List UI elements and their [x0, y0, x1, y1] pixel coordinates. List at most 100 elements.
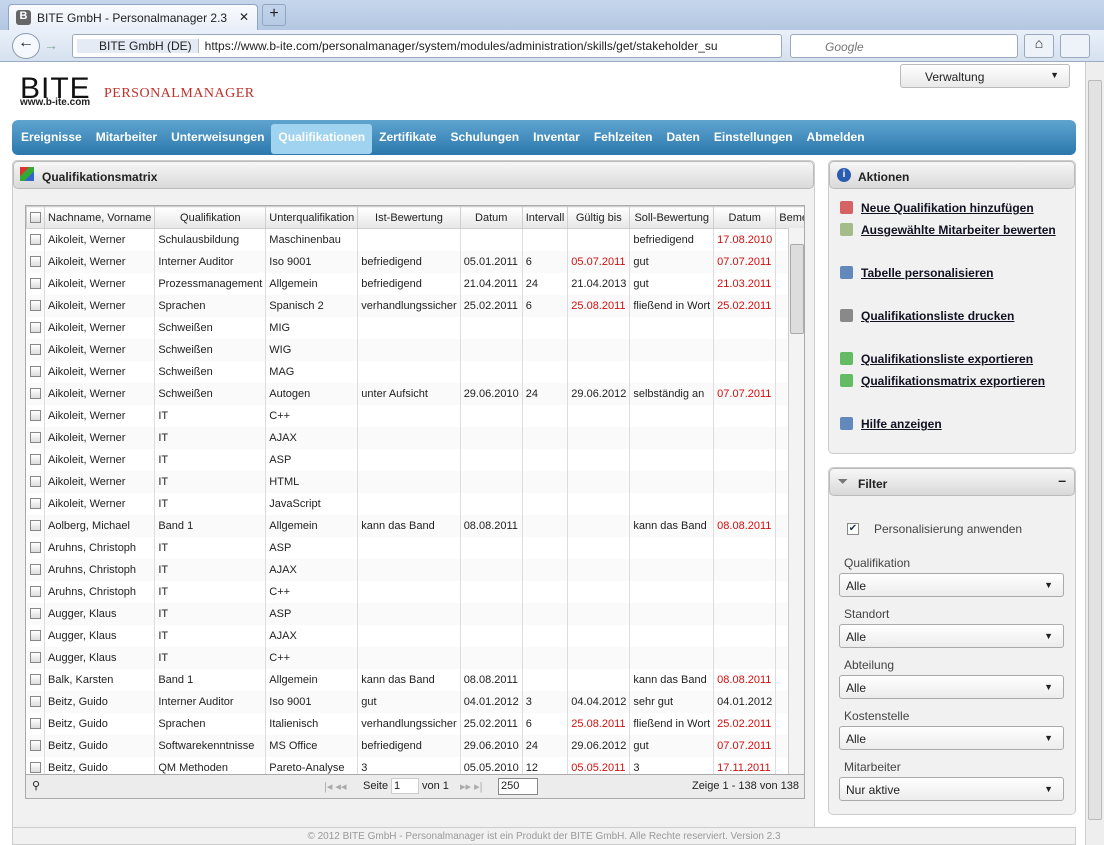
- row-checkbox[interactable]: [26, 470, 45, 493]
- row-checkbox[interactable]: [26, 404, 45, 427]
- row-checkbox[interactable]: [26, 228, 45, 251]
- table-row[interactable]: Aikoleit, Werner Schweißen WIG: [26, 338, 804, 361]
- table-row[interactable]: Aikoleit, Werner Interner Auditor Iso 9001…: [26, 250, 804, 273]
- search-icon[interactable]: ⚲: [32, 780, 41, 792]
- search-box[interactable]: Google: [790, 34, 1018, 58]
- table-row[interactable]: Aikoleit, Werner IT JavaScript: [26, 492, 804, 515]
- column-header[interactable]: Nachname, Vorname: [43, 206, 156, 229]
- personalize-checkbox[interactable]: ✔: [847, 523, 859, 535]
- table-row[interactable]: Aikoleit, Werner IT C++: [26, 404, 804, 427]
- table-row[interactable]: Aikoleit, Werner Schulausbildung Maschinen…: [26, 228, 804, 251]
- table-row[interactable]: Aruhns, Christoph IT ASP: [26, 536, 804, 559]
- row-checkbox[interactable]: [26, 294, 45, 317]
- page-scrollbar[interactable]: [1085, 62, 1104, 845]
- row-checkbox[interactable]: [26, 492, 45, 515]
- action-link[interactable]: Qualifikationsmatrix exportieren: [861, 374, 1046, 388]
- row-checkbox[interactable]: [26, 668, 45, 691]
- row-checkbox[interactable]: [26, 558, 45, 581]
- table-row[interactable]: Aruhns, Christoph IT AJAX: [26, 558, 804, 581]
- row-checkbox[interactable]: [26, 624, 45, 647]
- filter-select[interactable]: Alle ▼: [839, 573, 1064, 597]
- table-row[interactable]: Augger, Klaus IT ASP: [26, 602, 804, 625]
- table-row[interactable]: Aikoleit, Werner Schweißen MIG: [26, 316, 804, 339]
- row-checkbox[interactable]: [26, 382, 45, 405]
- nav-item[interactable]: Schulungen: [450, 130, 520, 144]
- table-row[interactable]: Augger, Klaus IT AJAX: [26, 624, 804, 647]
- row-checkbox[interactable]: [26, 426, 45, 449]
- row-checkbox[interactable]: [26, 712, 45, 735]
- user-menu[interactable]: Verwaltung ▼: [900, 64, 1070, 88]
- table-row[interactable]: Beitz, Guido QM Methoden Pareto-Analyse 3 05…: [26, 756, 804, 774]
- table-row[interactable]: Aikoleit, Werner Sprachen Spanisch 2 verhan…: [26, 294, 804, 317]
- column-header[interactable]: Qualifikation: [154, 206, 267, 229]
- tab-close[interactable]: ✕: [238, 10, 249, 24]
- nav-item[interactable]: Einstellungen: [713, 130, 793, 144]
- action-link[interactable]: Tabelle personalisieren: [861, 266, 994, 280]
- page-input[interactable]: 1: [391, 778, 419, 794]
- action-link[interactable]: Qualifikationsliste drucken: [861, 309, 1015, 323]
- action-link[interactable]: Hilfe anzeigen: [861, 417, 942, 431]
- row-checkbox[interactable]: [26, 338, 45, 361]
- grid-scrollbar[interactable]: [788, 228, 804, 774]
- table-row[interactable]: Beitz, Guido Interner Auditor Iso 9001 gut 0…: [26, 690, 804, 713]
- column-header[interactable]: Bemerkung: [775, 206, 804, 229]
- filter-select[interactable]: Alle ▼: [839, 624, 1064, 648]
- filter-select[interactable]: Alle ▼: [839, 726, 1064, 750]
- select-all[interactable]: [26, 206, 45, 229]
- nav-item[interactable]: Ereignisse: [21, 130, 82, 144]
- site-identity[interactable]: BITE GmbH (DE): [77, 39, 199, 53]
- row-checkbox[interactable]: [26, 272, 45, 295]
- filter-select[interactable]: Alle ▼: [839, 675, 1064, 699]
- table-row[interactable]: Beitz, Guido Softwarekenntnisse MS Office b…: [26, 734, 804, 757]
- table-row[interactable]: Aruhns, Christoph IT C++: [26, 580, 804, 603]
- nav-item[interactable]: Qualifikationen: [271, 124, 373, 154]
- column-header[interactable]: Datum: [459, 206, 523, 229]
- table-row[interactable]: Aikoleit, Werner IT ASP: [26, 448, 804, 471]
- collapse[interactable]: –: [1058, 472, 1066, 488]
- column-header[interactable]: Unterqualifikation: [265, 206, 359, 229]
- action-link[interactable]: Qualifikationsliste exportieren: [861, 352, 1034, 366]
- back-button[interactable]: ←: [12, 33, 40, 59]
- row-checkbox[interactable]: [26, 646, 45, 669]
- column-header[interactable]: Gültig bis: [567, 206, 631, 229]
- column-header[interactable]: Datum: [713, 206, 777, 229]
- table-row[interactable]: Aikoleit, Werner IT HTML: [26, 470, 804, 493]
- table-row[interactable]: Aikoleit, Werner Prozessmanagement Allgeme…: [26, 272, 804, 295]
- filter-select[interactable]: Nur aktive ▼: [839, 777, 1064, 801]
- row-checkbox[interactable]: [26, 536, 45, 559]
- nav-item[interactable]: Zertifikate: [379, 130, 437, 144]
- row-checkbox[interactable]: [26, 316, 45, 339]
- action-link[interactable]: Ausgewählte Mitarbeiter bewerten: [861, 223, 1056, 237]
- row-checkbox[interactable]: [26, 250, 45, 273]
- url-bar[interactable]: BITE GmbH (DE) https://www.b-ite.com/pers…: [72, 34, 782, 58]
- tab[interactable]: B BITE GmbH - Personalmanager 2.3 ✕: [8, 4, 258, 30]
- forward-button[interactable]: →: [44, 37, 58, 53]
- column-header[interactable]: Intervall: [521, 206, 569, 229]
- row-checkbox[interactable]: [26, 580, 45, 603]
- nav-item[interactable]: Abmelden: [806, 130, 865, 144]
- row-checkbox[interactable]: [26, 514, 45, 537]
- table-row[interactable]: Aikoleit, Werner Schweißen MAG: [26, 360, 804, 383]
- table-row[interactable]: Aikoleit, Werner Schweißen Autogen unter Au…: [26, 382, 804, 405]
- table-row[interactable]: Beitz, Guido Sprachen Italienisch verhandlu…: [26, 712, 804, 735]
- row-checkbox[interactable]: [26, 690, 45, 713]
- nav-item[interactable]: Fehlzeiten: [593, 130, 653, 144]
- action-link[interactable]: Neue Qualifikation hinzufügen: [861, 201, 1034, 215]
- nav-item[interactable]: Daten: [666, 130, 700, 144]
- table-row[interactable]: Aikoleit, Werner IT AJAX: [26, 426, 804, 449]
- table-row[interactable]: Balk, Karsten Band 1 Allgemein kann das Ban…: [26, 668, 804, 691]
- column-header[interactable]: Ist-Bewertung: [357, 206, 461, 229]
- row-checkbox[interactable]: [26, 602, 45, 625]
- table-row[interactable]: Augger, Klaus IT C++: [26, 646, 804, 669]
- nav-item[interactable]: Mitarbeiter: [95, 130, 158, 144]
- new-tab[interactable]: +: [262, 4, 286, 26]
- row-checkbox[interactable]: [26, 448, 45, 471]
- row-checkbox[interactable]: [26, 734, 45, 757]
- home-button[interactable]: ⌂: [1024, 34, 1054, 58]
- row-checkbox[interactable]: [26, 756, 45, 774]
- nav-item[interactable]: Unterweisungen: [171, 130, 265, 144]
- row-checkbox[interactable]: [26, 360, 45, 383]
- bookmark-button[interactable]: [1060, 34, 1090, 58]
- nav-item[interactable]: Inventar: [533, 130, 580, 144]
- column-header[interactable]: Soll-Bewertung: [629, 206, 715, 229]
